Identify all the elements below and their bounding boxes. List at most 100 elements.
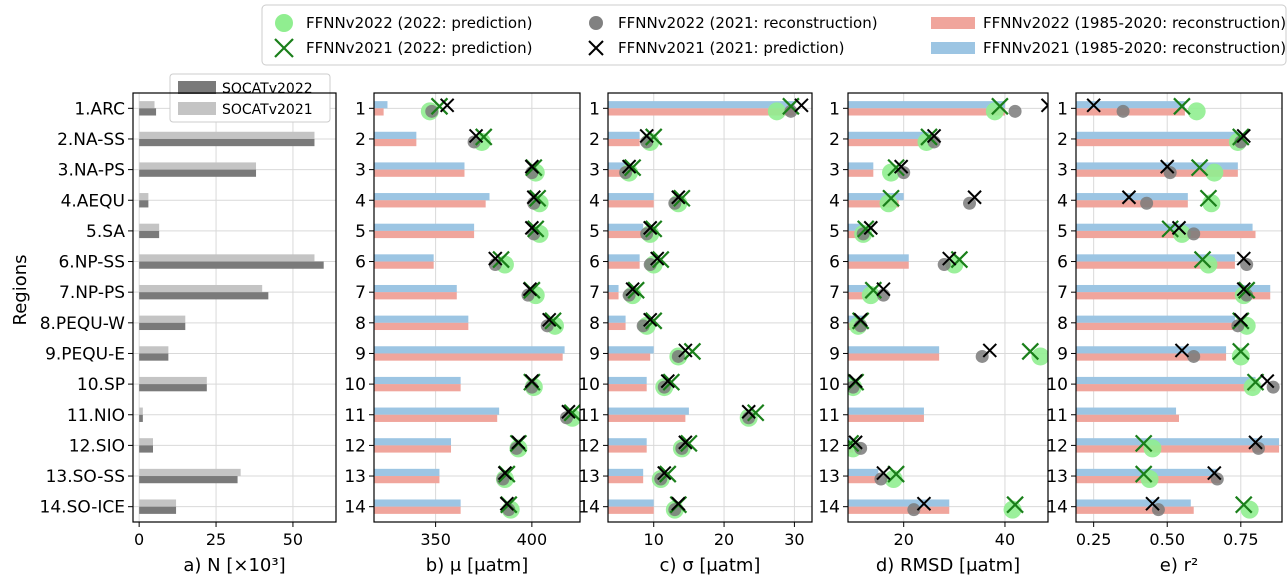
panel-bg <box>608 93 812 522</box>
point-v2021-prediction-2021 <box>1086 98 1101 113</box>
y-tick-label-2: 3.NA-PS <box>58 161 125 181</box>
x-tick-label-0: 0 <box>134 530 144 549</box>
point-v2021-prediction-2022 <box>430 97 449 116</box>
bar-v2021-reconstruction <box>1076 284 1271 293</box>
bar-v2021-reconstruction <box>608 407 689 415</box>
point-v2021-prediction-2022-stroke-b <box>1134 465 1153 483</box>
bar-v2021-reconstruction <box>374 193 490 201</box>
bar-v2022-reconstruction <box>374 138 417 147</box>
legend-marker-5 <box>931 42 975 54</box>
bar-v2022-reconstruction <box>374 230 475 239</box>
point-v2021-prediction-2021 <box>1040 98 1048 113</box>
legend-label-socatv2021: SOCATv2021 <box>222 102 313 118</box>
y-tick-label-3: 4 <box>589 191 600 211</box>
y-tick-label-5: 6 <box>355 253 366 273</box>
point-v2021-prediction-2021-stroke-b <box>660 373 676 389</box>
bar-v2021-reconstruction <box>374 315 469 323</box>
y-tick-label-1: 2.NA-SS <box>57 130 125 150</box>
bar-v2022-reconstruction <box>848 200 899 208</box>
bar-v2021-reconstruction <box>608 468 644 477</box>
bar-v2021-reconstruction <box>374 223 475 231</box>
bar-v2021-reconstruction <box>374 407 500 415</box>
bar-socatv2022 <box>139 138 315 147</box>
point-v2022-reconstruction <box>874 472 888 486</box>
bar-v2022-reconstruction <box>374 200 486 208</box>
marks <box>374 97 580 519</box>
point-v2021-prediction-2022-stroke-b <box>1193 250 1212 269</box>
point-v2021-prediction-2021 <box>876 281 891 297</box>
point-v2021-prediction-2021-stroke-b <box>657 465 672 481</box>
y-tick-label-3: 4 <box>355 191 366 211</box>
bar-socatv2021 <box>139 376 207 385</box>
point-v2021-prediction-2022-stroke-b <box>887 465 905 483</box>
bar-v2022-reconstruction <box>374 261 434 269</box>
point-v2021-prediction-2021-stroke-b <box>893 159 909 174</box>
point-v2021-prediction-2022-stroke-b <box>563 403 580 422</box>
y-tick-label-13: 14 <box>818 498 840 518</box>
point-v2021-prediction-2021-stroke-b <box>625 281 640 297</box>
bar-v2021-reconstruction <box>374 162 465 170</box>
y-tick-label-12: 13 <box>1046 467 1068 487</box>
y-tick-label-5: 6.NP-SS <box>58 253 125 273</box>
point-v2021-prediction-2022-stroke-b <box>1173 97 1191 116</box>
y-tick-label-2: 3 <box>355 161 366 181</box>
x-tick-label-2: 30 <box>784 530 804 549</box>
point-v2021-prediction-2021 <box>1260 373 1275 389</box>
point-v2021-prediction-2021 <box>1207 465 1222 481</box>
x-tick-label-0: 350 <box>420 530 451 549</box>
y-tick-label-9: 10 <box>578 375 600 395</box>
y-tick-label-0: 1 <box>589 99 600 119</box>
bar-v2021-reconstruction <box>608 346 654 354</box>
point-v2021-prediction-2022-stroke-b <box>623 158 642 177</box>
bar-v2021-reconstruction <box>608 376 647 385</box>
point-v2021-prediction-2022-stroke-b <box>627 281 645 299</box>
point-v2021-prediction-2021-stroke-b <box>671 496 686 511</box>
point-v2021-prediction-2021-stroke-b <box>1174 343 1190 358</box>
bar-v2021-reconstruction <box>374 499 461 507</box>
point-v2021-prediction-2021-stroke-b <box>468 128 484 144</box>
bar-v2022-reconstruction <box>848 108 1005 116</box>
bar-v2022-reconstruction <box>848 138 924 147</box>
point-v2022-reconstruction <box>1240 258 1254 272</box>
point-v2021-prediction-2022-stroke-b <box>920 128 938 146</box>
bar-socatv2021 <box>139 131 315 139</box>
x-tick-label-2: 50 <box>283 530 303 549</box>
y-tick-label-13: 14.SO-ICE <box>40 498 125 518</box>
point-v2021-prediction-2022 <box>848 434 860 453</box>
bar-socatv2021 <box>139 407 143 415</box>
bar-socatv2022 <box>139 230 160 239</box>
point-v2021-prediction-2021-stroke-b <box>499 496 515 511</box>
y-tick-label-6: 7.NP-PS <box>59 283 125 303</box>
point-v2021-prediction-2022-stroke-b <box>1246 373 1265 391</box>
point-v2022-reconstruction <box>1008 104 1022 118</box>
point-v2021-prediction-2021-stroke-b <box>524 159 540 174</box>
point-v2021-prediction-2021-stroke-b <box>488 251 503 266</box>
bar-v2022-reconstruction <box>608 292 619 300</box>
legend-label-1: FFNNv2021 (2022: prediction) <box>306 39 532 57</box>
marks <box>848 97 1048 519</box>
y-tick-label-8: 9.PEQU-E <box>45 344 125 364</box>
point-v2021-prediction-2021-stroke-b <box>497 465 513 481</box>
panel-a: SOCATv2022 SOCATv2021 0 25 50 1.ARC 2.NA-SS 3.N… <box>40 73 337 576</box>
y-tick-label-6: 7 <box>1057 283 1068 303</box>
y-tick-label-1: 2 <box>1057 130 1068 150</box>
point-v2021-prediction-2021-stroke-b <box>642 220 658 236</box>
point-v2021-prediction-2021 <box>1174 343 1190 358</box>
point-v2021-prediction-2021-stroke-b <box>967 190 982 205</box>
bar-v2021-reconstruction <box>608 223 644 231</box>
point-v2022-reconstruction <box>467 135 481 149</box>
bar-v2021-reconstruction <box>1076 131 1241 139</box>
bar-v2021-reconstruction <box>608 193 654 201</box>
point-v2021-prediction-2022-stroke-b <box>746 403 765 422</box>
point-v2022-reconstruction <box>425 104 439 118</box>
bar-v2021-reconstruction <box>848 193 904 201</box>
y-tick-label-13: 14 <box>344 498 366 518</box>
point-v2021-prediction-2022-stroke-b <box>659 465 677 483</box>
point-v2021-prediction-2022-stroke-b <box>492 250 510 269</box>
bar-v2022-reconstruction <box>608 200 654 208</box>
point-v2022-reconstruction <box>668 196 682 210</box>
bar-socatv2021 <box>139 284 263 293</box>
bar-v2021-reconstruction <box>1076 315 1235 323</box>
point-v2021-prediction-2021 <box>639 128 654 144</box>
